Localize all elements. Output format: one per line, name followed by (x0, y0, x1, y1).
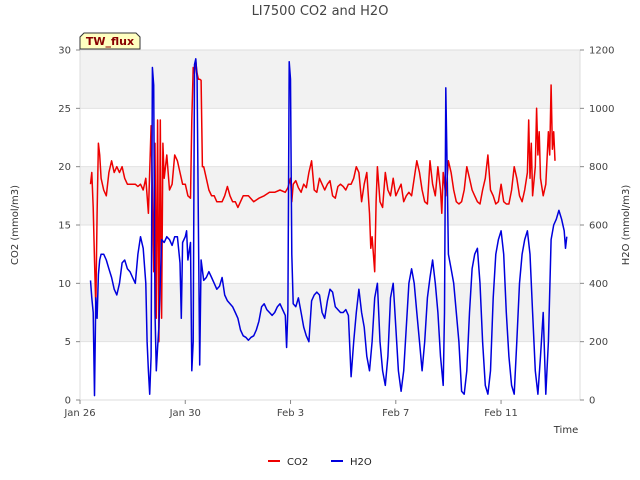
plot-band (80, 283, 580, 342)
y-tick-label-right: 1200 (589, 46, 614, 57)
y-tick-label-left: 10 (58, 279, 71, 290)
site-badge-label: TW_flux (86, 35, 134, 48)
x-tick-label: Feb 7 (382, 408, 409, 419)
site-badge-box (79, 32, 141, 50)
y-tick-label-right: 0 (589, 396, 595, 407)
y-tick-label-right: 200 (589, 337, 608, 348)
y-axis-label-left: CO2 (mmol/m3) (10, 185, 21, 265)
site-badge: TW_flux (79, 32, 141, 50)
y-axis-label-right: H2O (mmol/m3) (621, 185, 632, 266)
y-tick-label-right: 800 (589, 162, 608, 173)
y-tick-label-left: 30 (58, 46, 71, 57)
chart-title: LI7500 CO2 and H2O (252, 4, 389, 19)
series-line-co2 (89, 60, 556, 343)
plot-band (80, 50, 580, 109)
series-line-h2o (89, 58, 568, 397)
x-axis-label: Time (553, 425, 578, 436)
y-tick-label-left: 0 (65, 396, 71, 407)
y-tick-label-left: 5 (65, 337, 71, 348)
y-tick-label-right: 1000 (589, 104, 614, 115)
y-tick-label-right: 400 (589, 279, 608, 290)
axes: Jan 26 Jan 30 Feb 3 Feb 7 Feb 11 0 5 10 15 20 25 30… (58, 46, 614, 420)
legend: CO2 H2O (268, 457, 372, 468)
y-tick-label-left: 20 (58, 162, 71, 173)
legend-label-h2o: H2O (350, 457, 372, 468)
x-tick-label: Jan 26 (63, 408, 95, 419)
x-tick-label: Jan 30 (169, 408, 201, 419)
y-tick-label-right: 600 (589, 221, 608, 232)
y-tick-label-left: 15 (58, 221, 71, 232)
x-tick-label: Feb 11 (484, 408, 518, 419)
y-tick-label-left: 25 (58, 104, 71, 115)
legend-label-co2: CO2 (287, 457, 308, 468)
series-group (89, 58, 568, 397)
x-tick-label: Feb 3 (277, 408, 304, 419)
